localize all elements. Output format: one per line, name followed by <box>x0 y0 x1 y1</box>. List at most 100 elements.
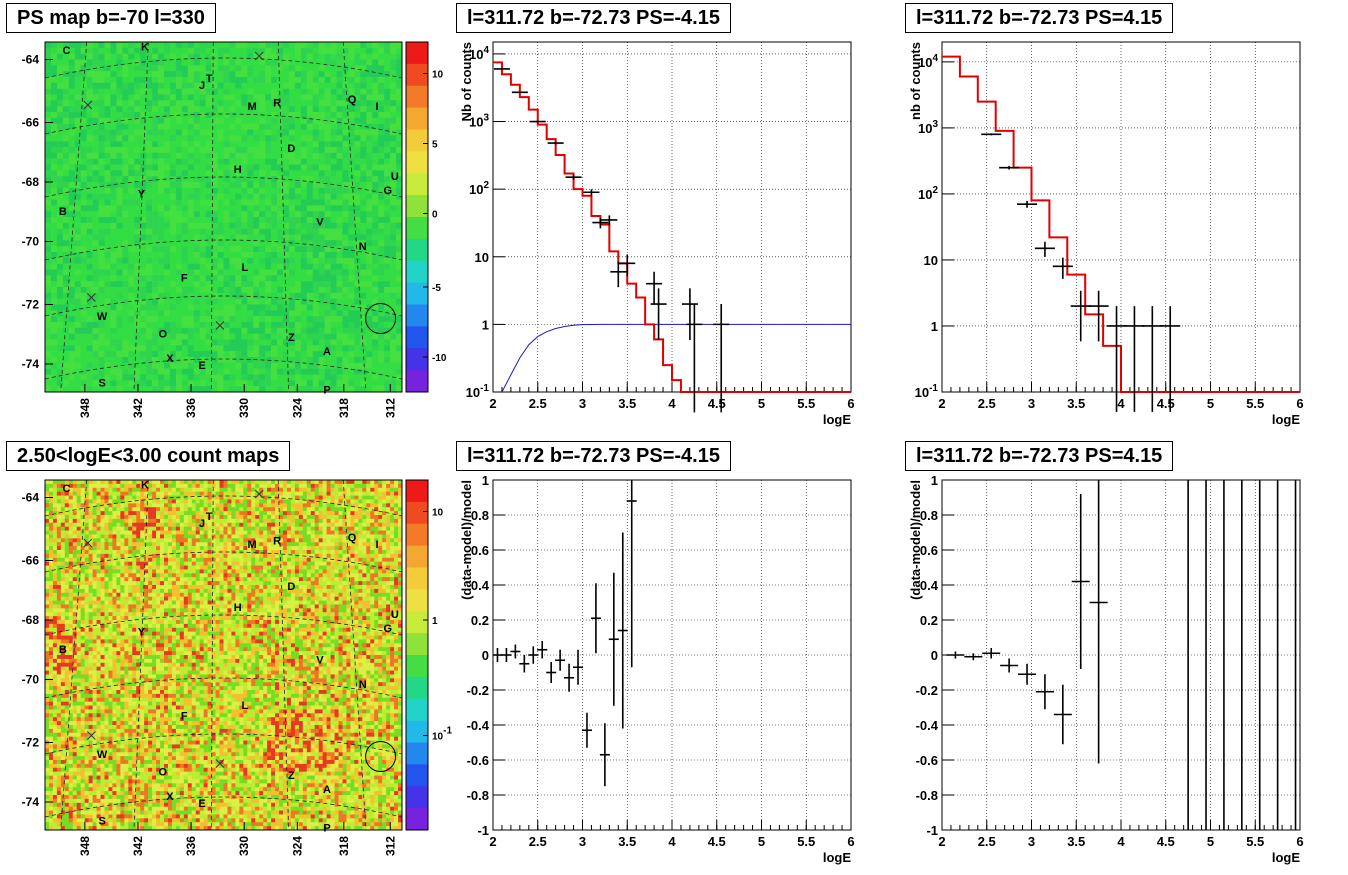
map2-cell <box>68 487 74 492</box>
map1-cell <box>110 380 117 387</box>
map1-cell <box>288 199 296 206</box>
map1-cell <box>229 117 236 124</box>
map1-cell <box>128 275 135 282</box>
map2-cell <box>48 550 54 555</box>
map1-cell <box>193 327 200 334</box>
map1-cell <box>229 246 236 253</box>
map1-cell <box>152 269 159 276</box>
map2-cell <box>60 709 66 714</box>
map1-cell <box>62 292 70 299</box>
map1-cell <box>384 152 391 159</box>
map1-cell <box>146 211 153 218</box>
map1-cell <box>294 351 302 358</box>
map1-cell <box>324 65 331 72</box>
map1-cell <box>217 117 224 124</box>
map1-cell <box>372 257 379 264</box>
map1-cell <box>92 217 99 224</box>
map1-cell <box>390 246 397 253</box>
map1-cell <box>175 333 183 340</box>
map2-cell <box>48 499 54 504</box>
map1-cell <box>342 82 349 89</box>
map1-cell <box>50 246 58 253</box>
map1-cell <box>265 386 272 393</box>
map2-cell <box>48 651 54 656</box>
map1-cell <box>306 205 314 212</box>
map1-cell <box>68 176 76 183</box>
map2-cell <box>68 725 74 730</box>
map1-cell <box>354 205 361 212</box>
map1-cell <box>318 240 325 247</box>
map1-cell <box>259 164 266 171</box>
map1-cell <box>217 147 224 154</box>
map2-cell <box>88 620 93 625</box>
map2-cell <box>84 639 89 644</box>
map1-cell <box>348 298 355 305</box>
map1-cell <box>193 234 200 241</box>
map2-cell <box>84 588 89 594</box>
map1-cell <box>217 170 224 177</box>
map1-cell <box>241 106 248 113</box>
map1-cell <box>253 281 260 288</box>
map1-cell <box>336 112 343 119</box>
map1-cell <box>175 234 183 241</box>
map2-cell <box>88 480 93 485</box>
map2-cell <box>96 623 101 629</box>
map2-cell <box>88 666 93 671</box>
map1-lon-line <box>210 41 214 393</box>
map1-cell <box>283 374 290 381</box>
map2-cell <box>96 655 101 660</box>
map1-cell <box>312 316 319 323</box>
map1-cell <box>104 94 111 101</box>
map1-cell <box>366 217 373 224</box>
map1-cell <box>175 374 183 381</box>
map1-cell <box>384 275 391 282</box>
map1-cell <box>259 345 266 352</box>
map1-cell <box>384 240 391 247</box>
map1-cell <box>271 368 278 375</box>
map2-cell <box>48 534 54 539</box>
map1-cell <box>187 310 195 317</box>
map1-cell <box>45 298 52 305</box>
map1-cell <box>241 269 248 276</box>
map2-cell <box>88 534 93 539</box>
map1-cell <box>56 304 64 311</box>
map1-cell <box>175 269 183 276</box>
map2-cell <box>76 693 81 699</box>
map2-cell <box>76 581 81 586</box>
map1-cell <box>56 252 64 259</box>
map2-cell <box>76 573 81 578</box>
map1-cell <box>158 164 165 171</box>
map2-cell <box>45 655 50 660</box>
map1-cell <box>187 269 195 276</box>
map1-cell <box>175 252 183 259</box>
map1-cell <box>68 322 76 329</box>
map1-lat-line <box>44 57 403 79</box>
map2-cell <box>48 760 54 765</box>
map1-cell <box>187 100 195 107</box>
map1-cell <box>128 298 135 305</box>
map2-cell <box>48 635 54 640</box>
map1-cell <box>241 298 248 305</box>
map1-cell <box>193 42 200 49</box>
map1-cell <box>205 345 212 352</box>
map1-source-label: S <box>98 378 105 390</box>
map1-cell <box>384 182 391 189</box>
map2-cell <box>88 604 93 609</box>
map2-cell <box>84 565 89 570</box>
map1-cell <box>277 205 284 212</box>
map2-cell <box>45 818 50 823</box>
map1-cell <box>140 47 147 54</box>
map2-cell <box>80 538 85 543</box>
map1-cell <box>146 380 153 387</box>
map1-cell <box>164 199 171 206</box>
map1-cell <box>92 59 99 66</box>
map1-cell <box>104 333 111 340</box>
map2-cell <box>88 806 93 811</box>
map1-cell <box>68 333 76 340</box>
map2-cell <box>100 620 105 625</box>
map1-cell <box>312 170 319 177</box>
map2-cell <box>60 783 66 788</box>
map2-cell <box>72 511 78 516</box>
map1-cell <box>253 310 260 317</box>
map1-cell <box>300 322 308 329</box>
